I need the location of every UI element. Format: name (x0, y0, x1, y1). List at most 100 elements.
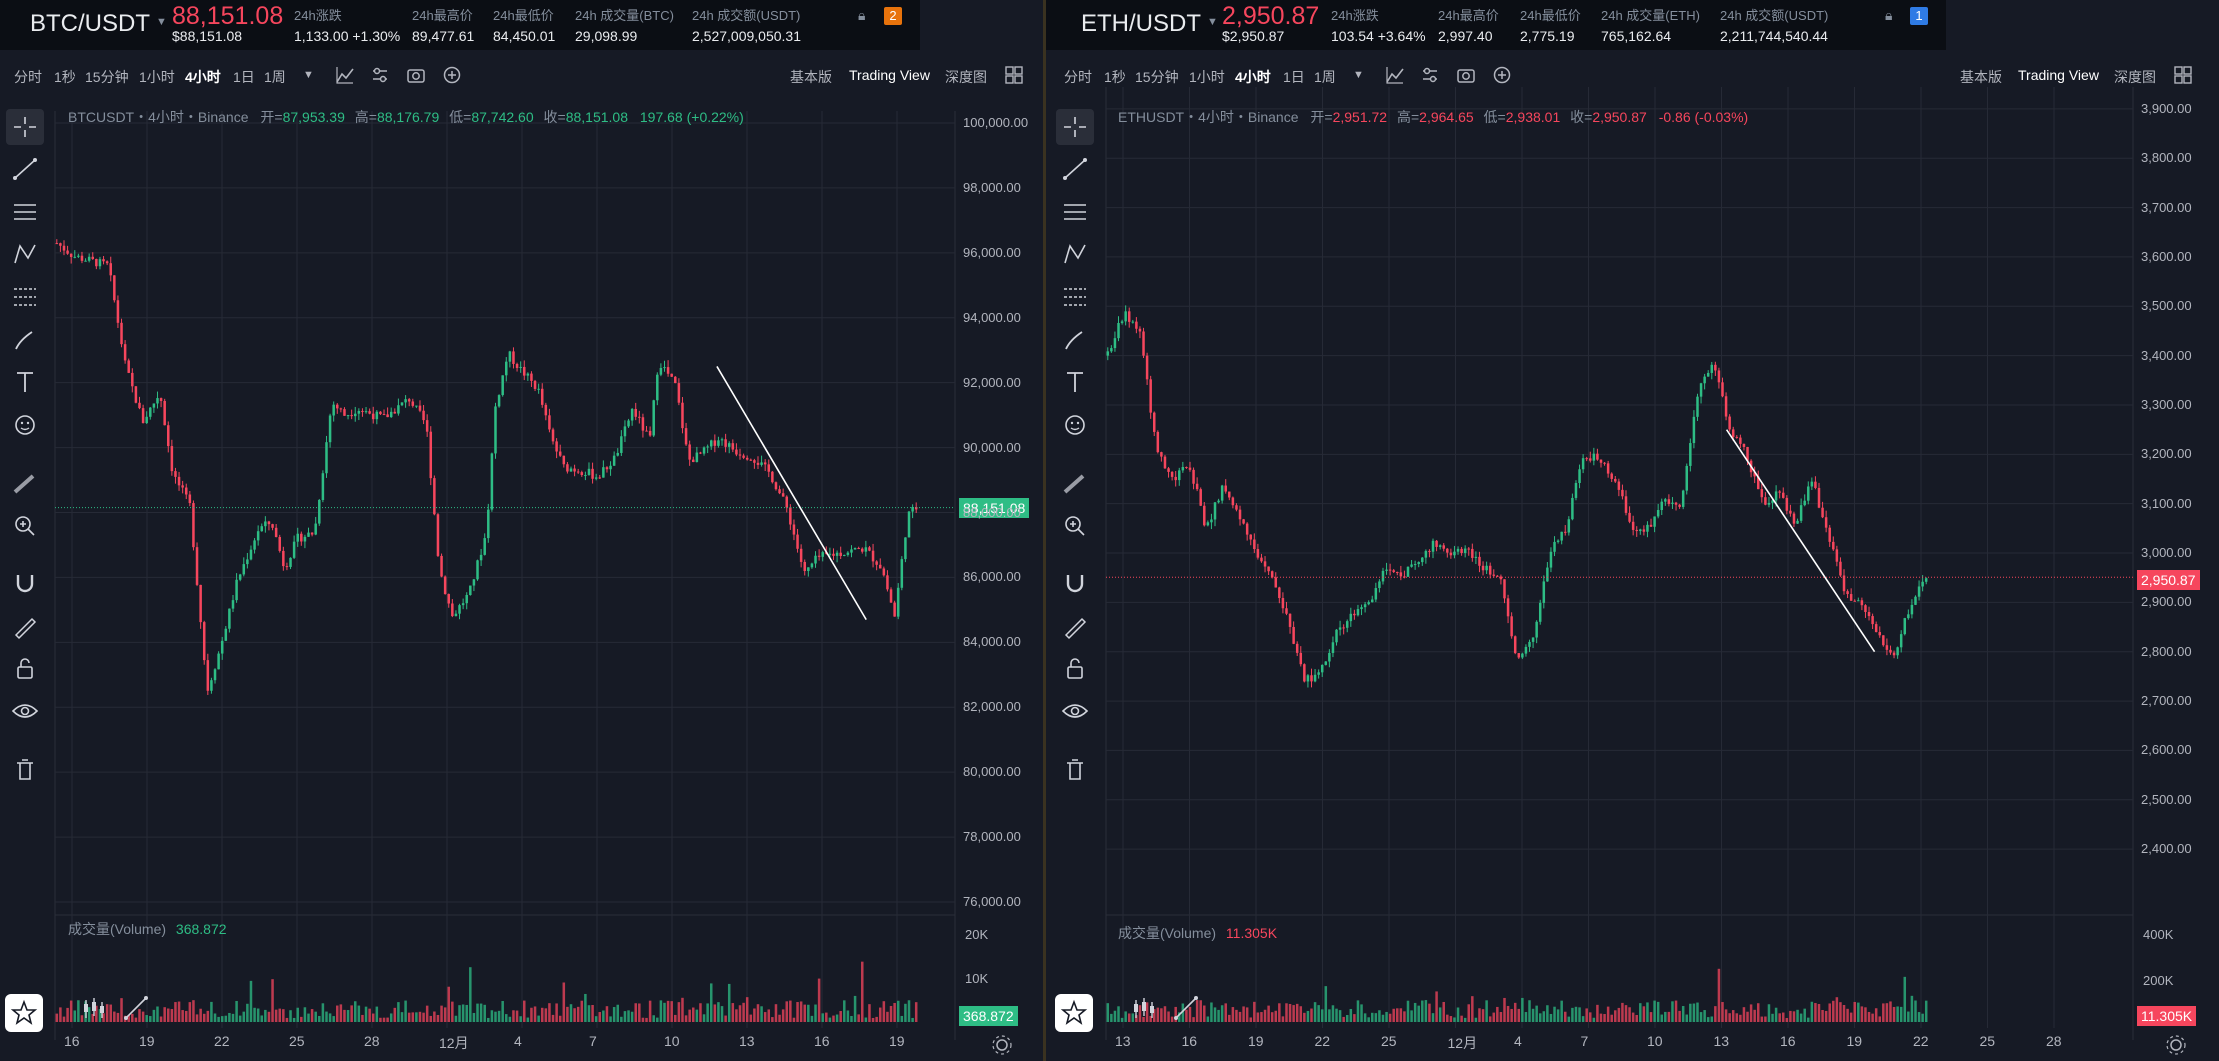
candle (1835, 545, 1839, 567)
candle (321, 470, 325, 503)
horizontal-lines-icon[interactable] (1056, 194, 1094, 230)
crosshair-icon[interactable] (1056, 109, 1094, 145)
candle-style-icon[interactable] (1128, 992, 1160, 1024)
pencil-lock-icon[interactable] (6, 608, 44, 644)
volume-bar (1188, 1006, 1192, 1022)
pane-badge[interactable]: 1 (1910, 7, 1928, 25)
view-tradingview[interactable]: Trading View (849, 67, 930, 83)
axis-settings-icon[interactable] (988, 1031, 1016, 1059)
volume-bar (620, 1016, 623, 1022)
interval-15m[interactable]: 15分钟 (1135, 69, 1179, 85)
view-basic[interactable]: 基本版 (790, 69, 832, 85)
draw-line-icon[interactable] (120, 992, 152, 1024)
favorite-button[interactable] (5, 994, 43, 1032)
interval-1w[interactable]: 1周 (264, 69, 286, 85)
interval-fenshi[interactable]: 分时 (14, 69, 42, 85)
candlestick-chart[interactable] (1046, 0, 2219, 1061)
candle (1249, 534, 1252, 546)
indicator-icon[interactable] (1384, 64, 1406, 86)
view-depth[interactable]: 深度图 (945, 69, 987, 85)
layout-grid-icon[interactable] (2172, 64, 2194, 86)
camera-icon[interactable] (405, 64, 427, 86)
lock-icon[interactable]: 🔒︎ (858, 7, 866, 23)
trendline-icon[interactable] (1056, 151, 1094, 187)
magnet-icon[interactable] (1056, 565, 1094, 601)
interval-1s[interactable]: 1秒 (1104, 69, 1126, 85)
interval-1w[interactable]: 1周 (1314, 69, 1336, 85)
brush-icon[interactable] (1056, 322, 1094, 358)
interval-4h[interactable]: 4小时 (1235, 69, 1271, 85)
brush-icon[interactable] (6, 322, 44, 358)
layout-grid-icon[interactable] (1003, 64, 1025, 86)
price-axis-tick: 80,000.00 (963, 764, 1021, 780)
view-basic[interactable]: 基本版 (1960, 69, 2002, 85)
pane-badge[interactable]: 2 (884, 7, 902, 25)
candle (1699, 382, 1703, 404)
pane-divider[interactable] (1043, 0, 1046, 1061)
candle-style-icon[interactable] (78, 992, 110, 1024)
lock-drawings-icon[interactable] (1056, 650, 1094, 686)
ruler-icon[interactable] (6, 466, 44, 502)
emoji-icon[interactable] (1056, 407, 1094, 443)
symbol-name[interactable]: ETH/USDT (1081, 10, 1201, 37)
interval-4h[interactable]: 4小时 (185, 69, 221, 85)
symbol-name[interactable]: BTC/USDT (30, 10, 150, 37)
volume-bar (720, 1006, 724, 1022)
view-tradingview[interactable]: Trading View (2018, 67, 2099, 83)
symbol-dropdown-icon[interactable]: ▼ (1207, 16, 1218, 28)
drawn-trendline[interactable] (716, 366, 867, 621)
trash-icon[interactable] (6, 751, 44, 787)
volume-bar (1356, 1000, 1360, 1022)
volume-bar (1517, 1008, 1521, 1022)
interval-1d[interactable]: 1日 (1283, 69, 1305, 85)
eye-icon[interactable] (1056, 693, 1094, 729)
camera-icon[interactable] (1455, 64, 1477, 86)
draw-line-icon[interactable] (1170, 992, 1202, 1024)
lock-drawings-icon[interactable] (6, 650, 44, 686)
fib-icon[interactable] (6, 279, 44, 315)
candle (389, 407, 393, 418)
interval-more-icon[interactable]: ▼ (303, 69, 314, 81)
fib-icon[interactable] (1056, 279, 1094, 315)
interval-1h[interactable]: 1小时 (139, 69, 175, 85)
time-axis-tick: 16 (1780, 1033, 1796, 1049)
ruler-icon[interactable] (1056, 466, 1094, 502)
crosshair-icon[interactable] (6, 109, 44, 145)
horizontal-lines-icon[interactable] (6, 194, 44, 230)
volume-axis-tick: 400K (2143, 927, 2174, 942)
trendline-icon[interactable] (6, 151, 44, 187)
text-icon[interactable] (1056, 364, 1094, 400)
interval-1s[interactable]: 1秒 (54, 69, 76, 85)
zoom-in-icon[interactable] (1056, 508, 1094, 544)
settings-sliders-icon[interactable] (1419, 64, 1441, 86)
drawn-trendline[interactable] (1725, 429, 1876, 653)
zoom-in-icon[interactable] (6, 508, 44, 544)
candle (753, 458, 756, 469)
add-compare-icon[interactable] (441, 64, 463, 86)
trash-icon[interactable] (1056, 751, 1094, 787)
lock-icon[interactable]: 🔒︎ (1885, 7, 1893, 23)
eye-icon[interactable] (6, 693, 44, 729)
magnet-icon[interactable] (6, 565, 44, 601)
emoji-icon[interactable] (6, 407, 44, 443)
view-depth[interactable]: 深度图 (2114, 69, 2156, 85)
candlestick-chart[interactable] (0, 0, 1043, 1061)
axis-settings-icon[interactable] (2162, 1031, 2190, 1059)
pencil-lock-icon[interactable] (1056, 608, 1094, 644)
candle (623, 420, 627, 443)
interval-fenshi[interactable]: 分时 (1064, 69, 1092, 85)
candle (1245, 522, 1249, 541)
interval-more-icon[interactable]: ▼ (1353, 69, 1364, 81)
favorite-button[interactable] (1055, 994, 1093, 1032)
text-icon[interactable] (6, 364, 44, 400)
interval-15m[interactable]: 15分钟 (85, 69, 129, 85)
interval-1d[interactable]: 1日 (233, 69, 255, 85)
symbol-dropdown-icon[interactable]: ▼ (156, 16, 167, 28)
indicator-icon[interactable] (334, 64, 356, 86)
add-compare-icon[interactable] (1491, 64, 1513, 86)
interval-1h[interactable]: 1小时 (1189, 69, 1225, 85)
pattern-icon[interactable] (6, 236, 44, 272)
candle (95, 258, 98, 270)
pattern-icon[interactable] (1056, 236, 1094, 272)
settings-sliders-icon[interactable] (369, 64, 391, 86)
